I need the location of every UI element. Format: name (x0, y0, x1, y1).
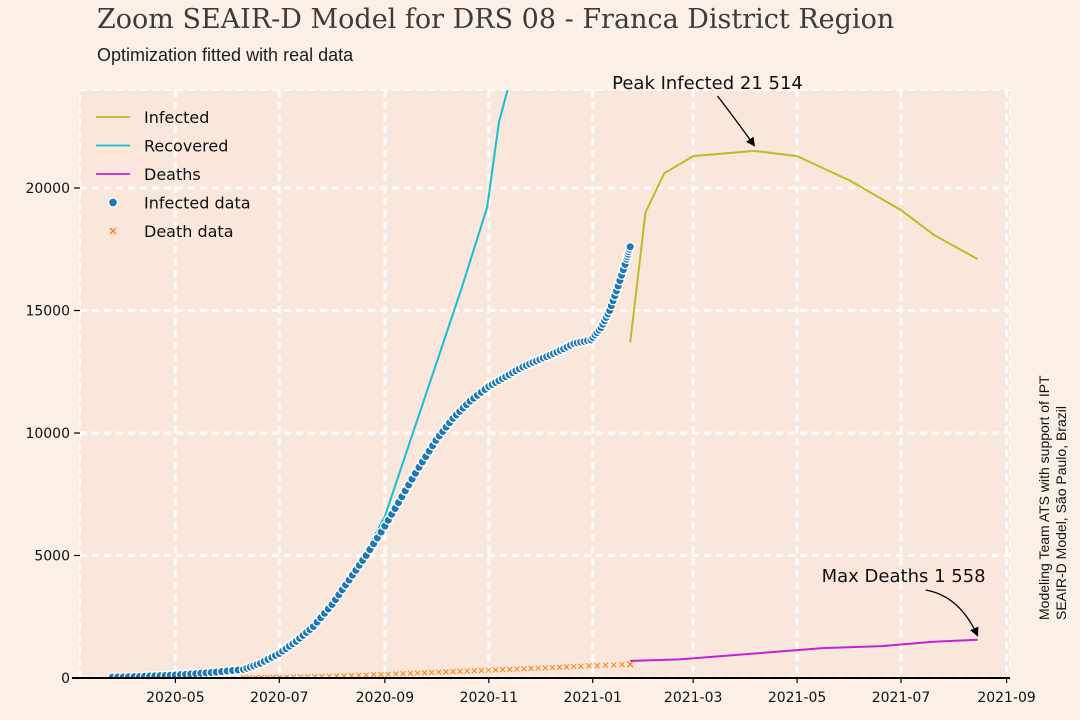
death-data-point (464, 668, 471, 674)
x-tick-label: 2020-07 (250, 690, 309, 706)
x-tick-label: 2021-03 (664, 690, 723, 706)
death-data-point (626, 660, 634, 668)
legend-label-infected-data: Infected data (144, 194, 251, 213)
annotation-max-deaths: Max Deaths 1 558 (822, 566, 986, 587)
death-data-point (435, 669, 442, 676)
x-tick-label: 2021-05 (768, 690, 827, 706)
death-data-point (363, 672, 370, 678)
death-data-point (478, 667, 485, 674)
chart-title: Zoom SEAIR-D Model for DRS 08 - Franca D… (97, 4, 895, 35)
legend-label-recovered: Recovered (144, 137, 228, 156)
annotations: Peak Infected 21 514 Max Deaths 1 558 (612, 73, 986, 637)
death-data-point (385, 671, 392, 678)
death-data-point (594, 662, 601, 669)
death-data-point (499, 666, 506, 673)
y-tick-label: 10000 (25, 426, 70, 442)
death-data-point (514, 666, 520, 672)
legend-swatch-infected-data (107, 197, 119, 208)
x-tick-label: 2020-09 (356, 690, 415, 706)
death-data-point (450, 668, 456, 675)
death-data-point (492, 667, 499, 673)
death-data-point (602, 662, 609, 669)
death-data-point (370, 671, 377, 678)
death-data-point (556, 664, 563, 671)
infected-data-point (625, 241, 636, 252)
death-data-point (521, 665, 527, 672)
annotation-peak-arrow (716, 95, 756, 147)
annotation-max-deaths-arrow (925, 589, 979, 637)
y-tick-label: 0 (61, 671, 70, 687)
death-data-point (319, 673, 325, 678)
axes: 2020-05 2020-07 2020-09 2020-11 2021-01 2021-… (25, 181, 1035, 706)
death-data-point (304, 673, 311, 678)
legend-swatch-death-data (109, 227, 117, 235)
death-data-point (471, 667, 478, 674)
infected-line (629, 149, 979, 343)
death-data-point (392, 671, 399, 677)
x-tick-label: 2021-01 (563, 690, 622, 706)
legend-label-infected: Infected (144, 108, 209, 127)
plot-area-background (80, 90, 1010, 678)
death-data-point (297, 674, 304, 678)
death-data-point (421, 669, 428, 676)
y-tick-label: 5000 (34, 549, 70, 565)
deaths-line (630, 638, 978, 662)
death-data-point (619, 661, 625, 668)
death-data-point (428, 669, 435, 676)
death-data-point (563, 664, 570, 670)
death-data-point (485, 667, 492, 674)
death-data-point (535, 665, 542, 672)
x-tick-label: 2021-07 (872, 690, 931, 706)
grid-lines (79, 89, 1011, 680)
x-tick-label: 2020-05 (146, 690, 205, 706)
death-data-point (506, 666, 513, 673)
death-data-point (570, 663, 577, 670)
series-layer (107, 90, 979, 678)
death-data-point (586, 663, 592, 669)
death-data-point (407, 670, 414, 677)
death-data-point (577, 663, 584, 670)
death-data-point (414, 670, 421, 676)
death-data-point (549, 664, 556, 671)
x-tick-label: 2020-11 (460, 690, 519, 706)
legend-label-death-data: Death data (144, 222, 234, 241)
death-data-point (542, 665, 549, 671)
legend-label-deaths: Deaths (144, 165, 201, 184)
death-data-point (311, 673, 318, 678)
death-data-point (378, 671, 384, 678)
death-data-point (355, 672, 362, 678)
y-tick-label: 15000 (25, 304, 70, 320)
x-tick-label: 2021-09 (977, 690, 1036, 706)
annotation-peak-infected: Peak Infected 21 514 (612, 73, 803, 94)
death-data-point (400, 670, 406, 677)
death-data-point (443, 669, 449, 675)
y-tick-label: 20000 (25, 181, 70, 197)
death-data-point (457, 668, 463, 675)
chart-subtitle: Optimization fitted with real data (97, 45, 354, 65)
death-data-point (528, 665, 534, 672)
legend: Infected Recovered Deaths Infected data Deat… (96, 108, 251, 241)
death-data-point (610, 662, 617, 668)
